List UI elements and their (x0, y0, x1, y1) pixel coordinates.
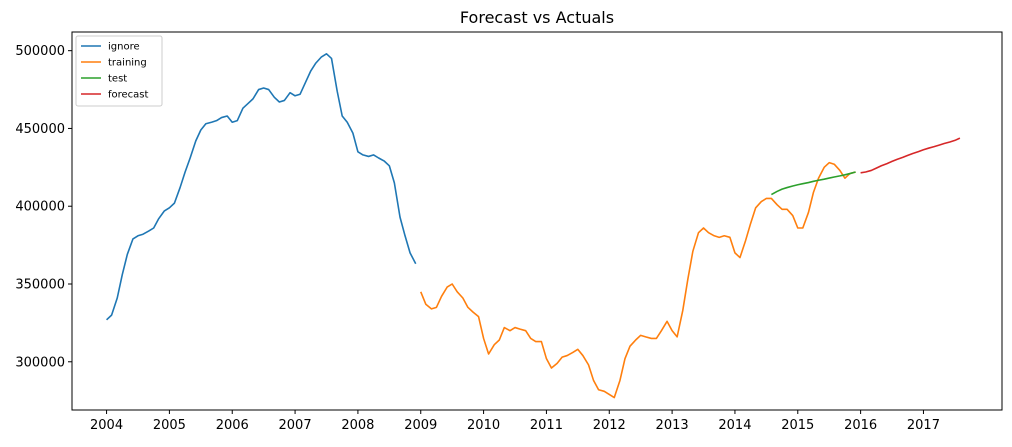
x-tick-label: 2005 (153, 418, 186, 433)
y-tick-label: 400000 (15, 200, 65, 215)
x-tick-label: 2004 (90, 418, 123, 433)
x-tick-label: 2016 (844, 418, 877, 433)
x-tick-label: 2013 (656, 418, 689, 433)
series-line-ignore (106, 52, 417, 321)
series-line-training (420, 161, 856, 399)
y-tick-label: 350000 (15, 278, 65, 293)
x-tick-label: 2009 (404, 418, 437, 433)
y-tick-label: 450000 (15, 122, 65, 137)
y-tick-label: 300000 (15, 355, 65, 370)
legend-label-forecast: forecast (108, 90, 149, 101)
x-tick-label: 2006 (216, 418, 249, 433)
x-tick-label: 2014 (718, 418, 751, 433)
y-tick-label: 500000 (15, 44, 65, 59)
x-tick-label: 2011 (530, 418, 563, 433)
x-tick-label: 2017 (907, 418, 940, 433)
plot-area (106, 52, 961, 399)
x-tick-label: 2010 (467, 418, 500, 433)
legend: ignore training test forecast (75, 35, 163, 107)
x-tick-label: 2015 (781, 418, 814, 433)
legend-label-test: test (108, 74, 127, 85)
x-tick-label: 2007 (279, 418, 312, 433)
plot-frame (71, 31, 1003, 411)
legend-label-training: training (108, 58, 147, 69)
y-axis: 300000 350000 400000 450000 500000 (15, 44, 72, 370)
series-line-forecast (860, 137, 961, 174)
chart-title: Forecast vs Actuals (460, 8, 614, 27)
legend-box (75, 35, 163, 107)
x-axis: 2004 2005 2006 2007 2008 2009 2010 2011 2012 2013… (90, 410, 940, 433)
series-line-test (771, 171, 856, 196)
x-tick-label: 2008 (341, 418, 374, 433)
x-tick-label: 2012 (593, 418, 626, 433)
legend-label-ignore: ignore (108, 42, 140, 53)
